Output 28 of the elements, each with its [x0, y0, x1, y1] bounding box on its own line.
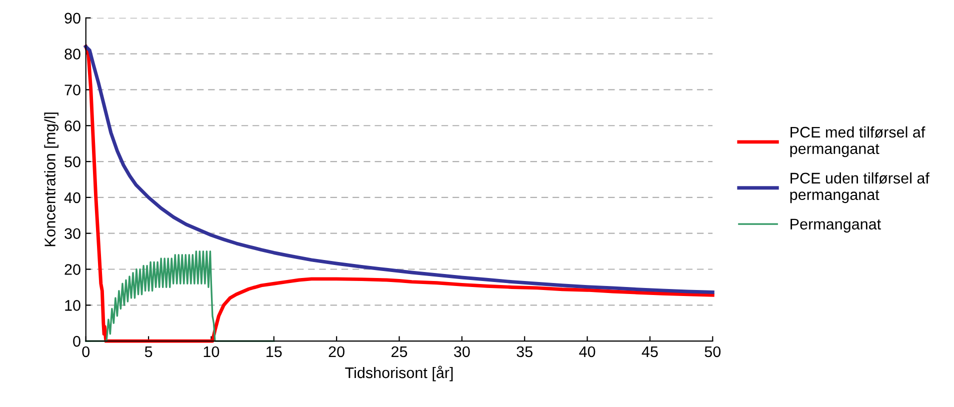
legend-label: Permanganat [790, 218, 881, 233]
x-tick-label: 50 [704, 346, 721, 358]
x-tick-label: 30 [454, 346, 470, 358]
x-tick-label: 0 [82, 346, 90, 358]
x-tick-label: 20 [328, 346, 344, 358]
y-tick-label: 80 [64, 48, 80, 60]
y-tick-label: 40 [64, 192, 80, 204]
y-tick-label: 60 [64, 120, 80, 132]
y-tick-label: 10 [65, 300, 80, 311]
x-axis-title: Tidshorisont [år] [345, 366, 453, 382]
y-tick-label: 0 [73, 336, 80, 347]
x-tick-label: 5 [144, 346, 152, 358]
x-tick-label: 15 [266, 346, 282, 358]
x-tick-label: 40 [579, 346, 596, 358]
line-series [85, 250, 275, 342]
x-tick-label: 45 [642, 346, 658, 358]
y-tick-label: 20 [64, 264, 80, 275]
legend-label: PCE med tilførsel af permanganat [790, 126, 926, 158]
y-tick-label: 50 [64, 156, 80, 168]
y-tick-label: 90 [64, 12, 80, 24]
y-axis-title: Koncentration [mg/l] [44, 112, 58, 246]
x-tick-label: 25 [392, 346, 408, 358]
y-tick-label: 70 [64, 84, 80, 96]
x-tick-label: 10 [204, 346, 220, 358]
legend-label: PCE uden tilførsel af permanganat [790, 172, 930, 204]
y-tick-label: 30 [64, 228, 80, 240]
line-series [84, 44, 714, 294]
x-tick-label: 35 [516, 346, 532, 358]
